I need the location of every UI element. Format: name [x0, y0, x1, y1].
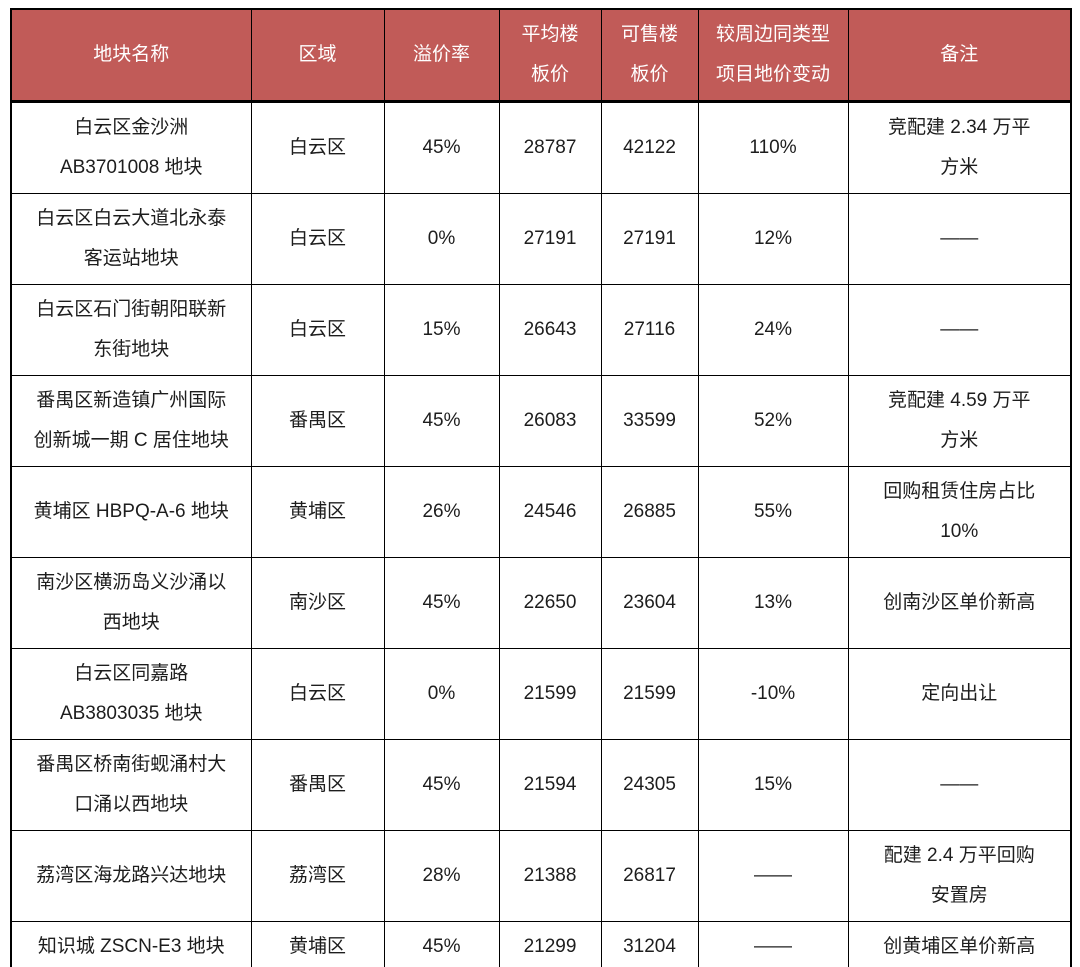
sellable-floor-price-cell: 31204: [600, 921, 699, 967]
table-row: 番禺区桥南街蚬涌村大 口涌以西地块 番禺区 45% 21594 24305 15…: [10, 739, 1072, 831]
price-change-cell: 24%: [697, 284, 849, 376]
remark-cell: 定向出让: [847, 648, 1072, 740]
avg-floor-price-cell: 26083: [498, 375, 602, 467]
parcel-name-cell: 南沙区横沥岛义沙涌以 西地块: [10, 557, 252, 649]
premium-rate-cell: 26%: [383, 466, 500, 558]
premium-rate-cell: 45%: [383, 739, 500, 831]
remark-cell: ——: [847, 193, 1072, 285]
col-header-avg-floor-price: 平均楼 板价: [498, 8, 602, 103]
district-cell: 黄埔区: [250, 466, 385, 558]
remark-cell: ——: [847, 739, 1072, 831]
price-change-cell: 55%: [697, 466, 849, 558]
remark-cell: 创黄埔区单价新高: [847, 921, 1072, 967]
premium-rate-cell: 28%: [383, 830, 500, 922]
sellable-floor-price-cell: 21599: [600, 648, 699, 740]
table-row: 白云区金沙洲 AB3701008 地块 白云区 45% 28787 42122 …: [10, 101, 1072, 194]
price-change-cell: ——: [697, 921, 849, 967]
avg-floor-price-cell: 21599: [498, 648, 602, 740]
remark-cell: 创南沙区单价新高: [847, 557, 1072, 649]
sellable-floor-price-cell: 26885: [600, 466, 699, 558]
col-header-premium-rate: 溢价率: [383, 8, 500, 103]
col-header-district: 区域: [250, 8, 385, 103]
parcel-name-cell: 白云区石门街朝阳联新 东街地块: [10, 284, 252, 376]
district-cell: 番禺区: [250, 739, 385, 831]
parcel-name-cell: 荔湾区海龙路兴达地块: [10, 830, 252, 922]
price-change-cell: 52%: [697, 375, 849, 467]
district-cell: 白云区: [250, 193, 385, 285]
table-row: 黄埔区 HBPQ-A-6 地块 黄埔区 26% 24546 26885 55% …: [10, 466, 1072, 558]
remark-cell: 回购租赁住房占比 10%: [847, 466, 1072, 558]
avg-floor-price-cell: 21388: [498, 830, 602, 922]
price-change-cell: ——: [697, 830, 849, 922]
sellable-floor-price-cell: 42122: [600, 101, 699, 194]
avg-floor-price-cell: 21594: [498, 739, 602, 831]
premium-rate-cell: 0%: [383, 193, 500, 285]
sellable-floor-price-cell: 33599: [600, 375, 699, 467]
district-cell: 黄埔区: [250, 921, 385, 967]
parcel-name-cell: 黄埔区 HBPQ-A-6 地块: [10, 466, 252, 558]
sellable-floor-price-cell: 27191: [600, 193, 699, 285]
remark-cell: 竞配建 4.59 万平 方米: [847, 375, 1072, 467]
table-row: 知识城 ZSCN-E3 地块 黄埔区 45% 21299 31204 —— 创黄…: [10, 921, 1072, 967]
district-cell: 南沙区: [250, 557, 385, 649]
avg-floor-price-cell: 21299: [498, 921, 602, 967]
price-change-cell: 110%: [697, 101, 849, 194]
price-change-cell: 13%: [697, 557, 849, 649]
header-row: 地块名称 区域 溢价率 平均楼 板价 可售楼 板价 较周边同类型 项目地价变动 …: [10, 8, 1072, 103]
district-cell: 荔湾区: [250, 830, 385, 922]
premium-rate-cell: 45%: [383, 557, 500, 649]
parcel-name-cell: 知识城 ZSCN-E3 地块: [10, 921, 252, 967]
sellable-floor-price-cell: 24305: [600, 739, 699, 831]
price-change-cell: 15%: [697, 739, 849, 831]
remark-cell: ——: [847, 284, 1072, 376]
land-parcel-table: 地块名称 区域 溢价率 平均楼 板价 可售楼 板价 较周边同类型 项目地价变动 …: [10, 8, 1072, 967]
avg-floor-price-cell: 27191: [498, 193, 602, 285]
price-change-cell: -10%: [697, 648, 849, 740]
remark-cell: 配建 2.4 万平回购 安置房: [847, 830, 1072, 922]
col-header-remark: 备注: [847, 8, 1072, 103]
remark-cell: 竞配建 2.34 万平 方米: [847, 101, 1072, 194]
sellable-floor-price-cell: 26817: [600, 830, 699, 922]
parcel-name-cell: 番禺区新造镇广州国际 创新城一期 C 居住地块: [10, 375, 252, 467]
parcel-name-cell: 白云区金沙洲 AB3701008 地块: [10, 101, 252, 194]
avg-floor-price-cell: 28787: [498, 101, 602, 194]
table-row: 白云区同嘉路 AB3803035 地块 白云区 0% 21599 21599 -…: [10, 648, 1072, 740]
parcel-name-cell: 白云区白云大道北永泰 客运站地块: [10, 193, 252, 285]
district-cell: 番禺区: [250, 375, 385, 467]
table-row: 番禺区新造镇广州国际 创新城一期 C 居住地块 番禺区 45% 26083 33…: [10, 375, 1072, 467]
table-row: 白云区白云大道北永泰 客运站地块 白云区 0% 27191 27191 12% …: [10, 193, 1072, 285]
district-cell: 白云区: [250, 648, 385, 740]
premium-rate-cell: 0%: [383, 648, 500, 740]
col-header-sellable-floor-price: 可售楼 板价: [600, 8, 699, 103]
premium-rate-cell: 45%: [383, 375, 500, 467]
col-header-price-change: 较周边同类型 项目地价变动: [697, 8, 849, 103]
premium-rate-cell: 15%: [383, 284, 500, 376]
sellable-floor-price-cell: 27116: [600, 284, 699, 376]
table-row: 南沙区横沥岛义沙涌以 西地块 南沙区 45% 22650 23604 13% 创…: [10, 557, 1072, 649]
district-cell: 白云区: [250, 284, 385, 376]
avg-floor-price-cell: 26643: [498, 284, 602, 376]
table-row: 白云区石门街朝阳联新 东街地块 白云区 15% 26643 27116 24% …: [10, 284, 1072, 376]
table-row: 荔湾区海龙路兴达地块 荔湾区 28% 21388 26817 —— 配建 2.4…: [10, 830, 1072, 922]
table-body: 白云区金沙洲 AB3701008 地块 白云区 45% 28787 42122 …: [10, 101, 1072, 967]
sellable-floor-price-cell: 23604: [600, 557, 699, 649]
district-cell: 白云区: [250, 101, 385, 194]
price-change-cell: 12%: [697, 193, 849, 285]
parcel-name-cell: 番禺区桥南街蚬涌村大 口涌以西地块: [10, 739, 252, 831]
premium-rate-cell: 45%: [383, 921, 500, 967]
parcel-name-cell: 白云区同嘉路 AB3803035 地块: [10, 648, 252, 740]
avg-floor-price-cell: 22650: [498, 557, 602, 649]
col-header-parcel-name: 地块名称: [10, 8, 252, 103]
table-header: 地块名称 区域 溢价率 平均楼 板价 可售楼 板价 较周边同类型 项目地价变动 …: [10, 8, 1072, 103]
avg-floor-price-cell: 24546: [498, 466, 602, 558]
premium-rate-cell: 45%: [383, 101, 500, 194]
